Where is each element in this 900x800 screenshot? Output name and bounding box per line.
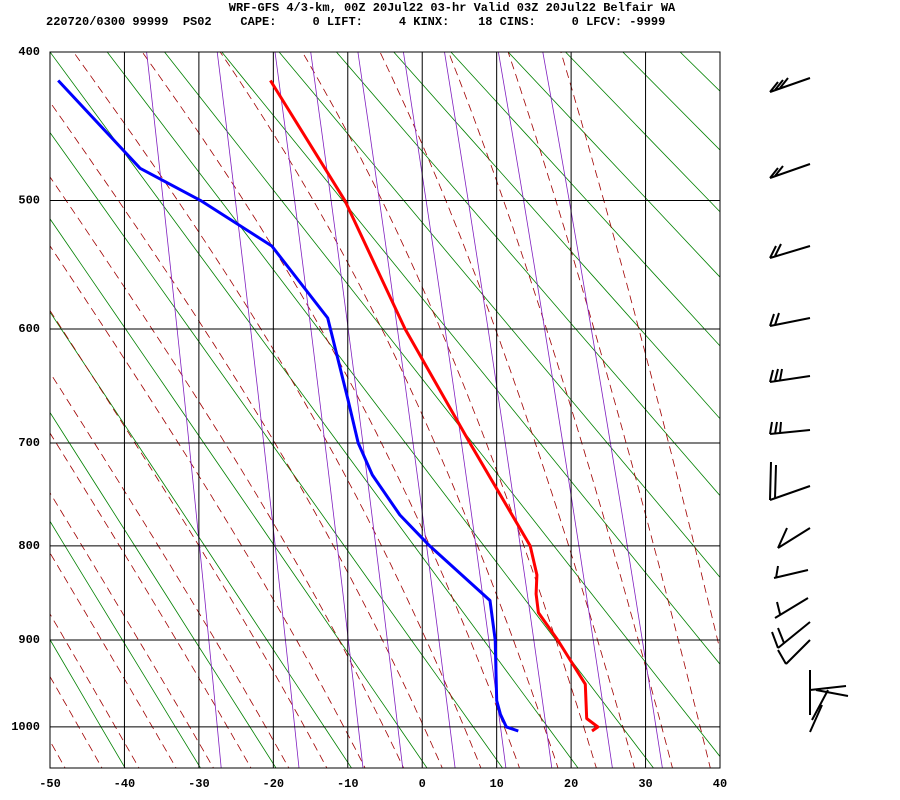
wind-barb [769, 461, 811, 501]
wind-barb [769, 312, 811, 327]
x-tick-label: -10 [337, 777, 359, 791]
dry-adiabat [564, 52, 720, 213]
x-tick-label: -40 [114, 777, 136, 791]
wind-barb [809, 670, 849, 733]
chart-subtitle: 220720/0300 99999 PS02 CAPE: 0 LIFT: 4 K… [46, 15, 665, 29]
x-tick-label: 20 [564, 777, 578, 791]
dry-adiabat [393, 52, 720, 420]
grid: -50 -40 -30 -20 -10 0 10 20 30 40 400 500 600 700 800 9… [11, 45, 727, 791]
sounding-line [269, 79, 600, 733]
y-tick-label: 1000 [11, 720, 40, 734]
sounding-line [57, 79, 519, 733]
dry-adiabat [50, 638, 126, 768]
wind-barbs [769, 77, 849, 733]
wind-barb [769, 163, 811, 179]
dry-adiabat [50, 520, 201, 768]
wind-barb [773, 565, 809, 579]
wind-barb [774, 597, 809, 619]
moist-adiabat [73, 52, 482, 768]
x-tick-label: 30 [638, 777, 652, 791]
y-tick-label: 400 [18, 45, 40, 59]
x-tick-label: -20 [263, 777, 285, 791]
dry-adiabat [622, 52, 720, 151]
moist-adiabat [219, 52, 559, 768]
wind-barb [769, 77, 811, 93]
moist-adiabat [507, 52, 711, 768]
wind-barb [769, 243, 811, 259]
wind-barb [769, 368, 811, 383]
y-tick-label: 700 [18, 436, 40, 450]
y-tick-label: 600 [18, 322, 40, 336]
wind-barb [777, 527, 811, 549]
wind-barb [777, 639, 811, 665]
wind-barb [771, 621, 811, 649]
wind-barb [769, 421, 811, 435]
chart-title: WRF-GFS 4/3-km, 00Z 20Jul22 03-hr Valid … [229, 1, 676, 15]
x-tick-label: -30 [188, 777, 210, 791]
y-tick-label: 800 [18, 539, 40, 553]
y-tick-label: 900 [18, 633, 40, 647]
y-tick-label: 500 [18, 194, 40, 208]
x-tick-label: -50 [39, 777, 61, 791]
x-tick-label: 0 [419, 777, 426, 791]
plot-frame [49, 51, 721, 769]
dry-adiabat [450, 52, 720, 347]
x-tick-label: 10 [489, 777, 503, 791]
profiles [57, 79, 600, 733]
x-tick-label: 40 [713, 777, 727, 791]
dry-adiabat [507, 52, 720, 278]
moist-adiabat [50, 176, 405, 768]
